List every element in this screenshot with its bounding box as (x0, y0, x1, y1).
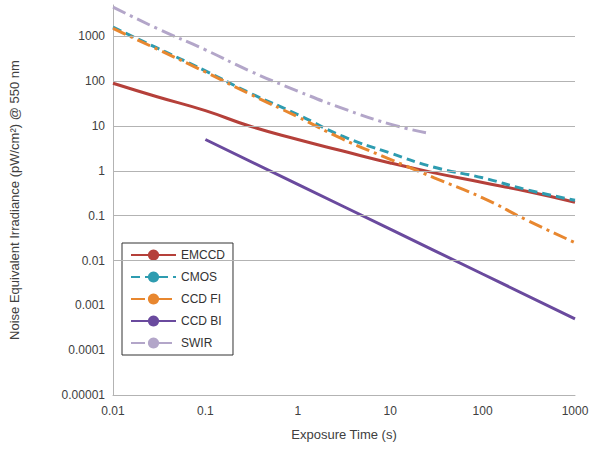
svg-text:10: 10 (92, 119, 106, 133)
svg-text:1: 1 (294, 404, 301, 418)
svg-text:SWIR: SWIR (181, 336, 213, 350)
svg-text:100: 100 (473, 404, 493, 418)
svg-text:0.00001: 0.00001 (62, 388, 106, 402)
svg-text:100: 100 (85, 74, 105, 88)
svg-text:10: 10 (384, 404, 398, 418)
svg-text:0.01: 0.01 (82, 254, 106, 268)
svg-text:EMCCD: EMCCD (181, 248, 225, 262)
svg-text:0.1: 0.1 (88, 209, 105, 223)
svg-text:Noise Equivalent Irradiance (p: Noise Equivalent Irradiance (pW/cm²) @ 5… (7, 60, 22, 340)
svg-text:1000: 1000 (78, 29, 105, 43)
svg-text:0.01: 0.01 (101, 404, 125, 418)
svg-text:0.0001: 0.0001 (68, 343, 105, 357)
svg-text:1: 1 (98, 164, 105, 178)
svg-text:0.1: 0.1 (197, 404, 214, 418)
svg-text:0.001: 0.001 (75, 298, 105, 312)
svg-text:CMOS: CMOS (181, 270, 217, 284)
svg-text:Exposure Time (s): Exposure Time (s) (291, 427, 396, 442)
svg-text:CCD FI: CCD FI (181, 292, 221, 306)
svg-text:CCD BI: CCD BI (181, 314, 222, 328)
svg-text:1000: 1000 (562, 404, 589, 418)
